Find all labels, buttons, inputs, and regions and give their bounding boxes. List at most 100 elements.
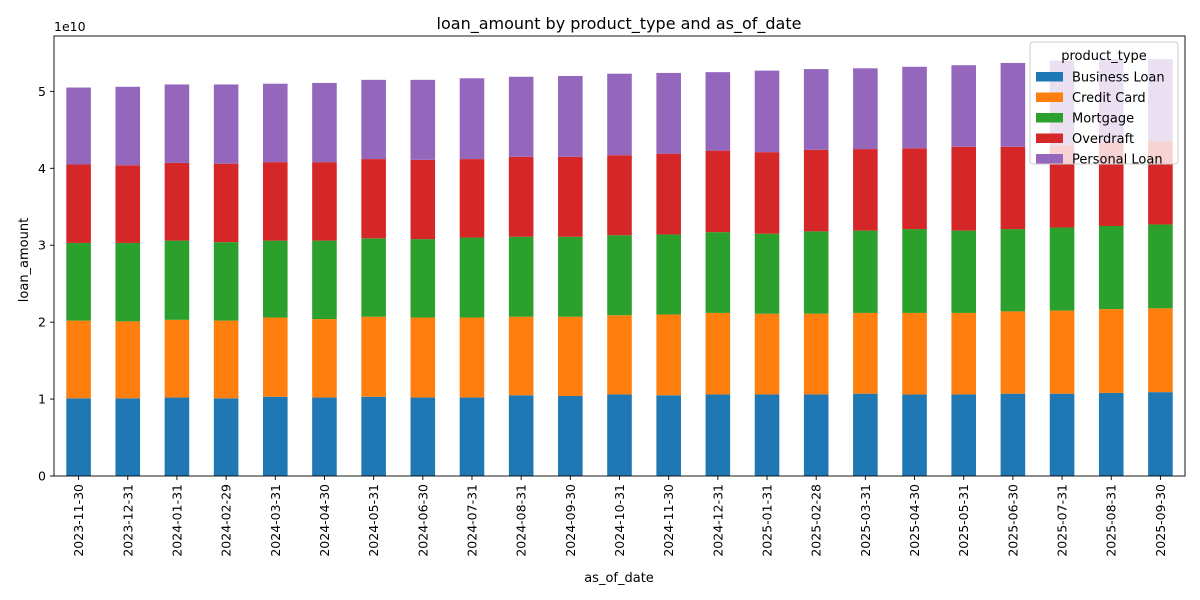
bar-segment xyxy=(164,162,190,241)
legend-label: Business Loan xyxy=(1072,71,1165,86)
y-tick-label: 2 xyxy=(38,315,46,330)
legend-swatch xyxy=(1036,133,1063,143)
bar-segment xyxy=(66,87,91,165)
bar-segment xyxy=(508,395,534,476)
bar-segment xyxy=(164,240,190,320)
bar-segment xyxy=(558,236,583,317)
bar-segment xyxy=(656,72,681,154)
bar-segment xyxy=(459,78,485,160)
bar-segment xyxy=(951,65,977,147)
x-tick-label: 2024-04-30 xyxy=(317,484,332,557)
bar-segment xyxy=(1098,309,1124,393)
bar-segment xyxy=(361,238,386,317)
bar-segment xyxy=(361,159,386,239)
bar-segment xyxy=(312,397,337,476)
bar-segment xyxy=(312,240,337,320)
bar-segment xyxy=(705,394,731,476)
chart-title: loan_amount by product_type and as_of_da… xyxy=(437,14,802,34)
x-tick-label: 2025-01-31 xyxy=(760,484,775,557)
bar-segment xyxy=(361,396,386,476)
bar-segment xyxy=(312,82,337,163)
x-tick-label: 2025-09-30 xyxy=(1153,484,1168,557)
y-tick-label: 1 xyxy=(38,392,46,407)
bar-segment xyxy=(803,394,829,476)
legend-label: Personal Loan xyxy=(1072,153,1163,168)
bar-segment xyxy=(361,316,386,397)
bar-segment xyxy=(705,312,731,395)
bar-segment xyxy=(607,155,632,236)
bar-segment xyxy=(213,242,239,321)
bar-segment xyxy=(1000,62,1026,147)
legend: product_type Business Loan Credit Card Mort… xyxy=(1029,41,1179,168)
bar-segment xyxy=(459,237,485,318)
x-axis-label: as_of_date xyxy=(584,571,654,586)
bar-segment xyxy=(459,397,485,476)
bar-segment xyxy=(754,152,780,234)
bar-segment xyxy=(508,316,534,396)
bar-segment xyxy=(558,396,583,476)
bar-segment xyxy=(656,395,681,476)
bar-segment xyxy=(115,321,141,399)
y-axis-label: loan_amount xyxy=(17,218,32,302)
x-tick-label: 2024-01-31 xyxy=(169,484,184,557)
bar-segment xyxy=(705,232,731,313)
bar-segment xyxy=(115,398,141,476)
x-tick-label: 2025-07-31 xyxy=(1055,484,1070,557)
bar-segment xyxy=(508,236,534,317)
bar-segment xyxy=(262,317,288,397)
legend-swatch xyxy=(1036,92,1063,102)
bar-segment xyxy=(1049,393,1075,476)
bar-segment xyxy=(410,79,436,160)
bar-segment xyxy=(607,73,632,156)
y-tick-label: 3 xyxy=(38,238,46,253)
bar-segment xyxy=(1049,227,1075,311)
y-offset-label: 1e10 xyxy=(54,19,86,34)
bar-segment xyxy=(66,242,91,321)
legend-swatch xyxy=(1036,72,1063,82)
bar-segment xyxy=(853,230,878,313)
bar-segment xyxy=(803,313,829,395)
x-tick-label: 2024-07-31 xyxy=(464,484,479,557)
axes-layer: 0 1 2 3 4 5 2023-11-30 2023-12-31 2024-01-31 2024… xyxy=(38,35,1186,557)
x-tick-label: 2024-02-29 xyxy=(219,484,234,557)
bar-segment xyxy=(754,313,780,395)
x-tick-label: 2023-11-30 xyxy=(71,484,86,557)
bar-segment xyxy=(656,153,681,235)
bar-segment xyxy=(951,230,977,313)
legend-swatch xyxy=(1036,154,1063,164)
bar-segment xyxy=(213,84,239,164)
bar-segment xyxy=(607,315,632,395)
legend-label: Credit Card xyxy=(1072,91,1146,106)
bar-segment xyxy=(66,320,91,399)
bar-segment xyxy=(459,159,485,238)
y-tick-label: 5 xyxy=(38,84,46,99)
bar-segment xyxy=(558,316,583,396)
x-tick-label: 2024-10-31 xyxy=(612,484,627,557)
bar-segment xyxy=(754,70,780,153)
bar-segment xyxy=(853,312,878,394)
bar-segment xyxy=(607,394,632,476)
bar-segment xyxy=(902,394,927,476)
x-tick-label: 2024-05-31 xyxy=(366,484,381,557)
x-tick-label: 2025-06-30 xyxy=(1005,484,1020,557)
bar-segment xyxy=(803,149,829,232)
x-tick-label: 2025-08-31 xyxy=(1104,484,1119,557)
bar-segment xyxy=(164,397,190,476)
bar-segment xyxy=(459,317,485,398)
bar-segment xyxy=(312,319,337,398)
bar-segment xyxy=(1148,392,1173,476)
bar-segment xyxy=(803,231,829,314)
bar-segment xyxy=(115,165,141,243)
y-tick-label: 4 xyxy=(38,161,46,176)
x-tick-label: 2024-06-30 xyxy=(415,484,430,557)
bar-segment xyxy=(115,242,141,322)
bar-segment xyxy=(558,76,583,157)
bars-layer xyxy=(66,59,1173,476)
bar-segment xyxy=(66,164,91,243)
bar-segment xyxy=(1000,393,1026,476)
x-tick-label: 2025-05-31 xyxy=(956,484,971,557)
bar-segment xyxy=(262,240,288,318)
bar-segment xyxy=(213,398,239,476)
bar-segment xyxy=(508,156,534,237)
bar-segment xyxy=(902,66,927,149)
